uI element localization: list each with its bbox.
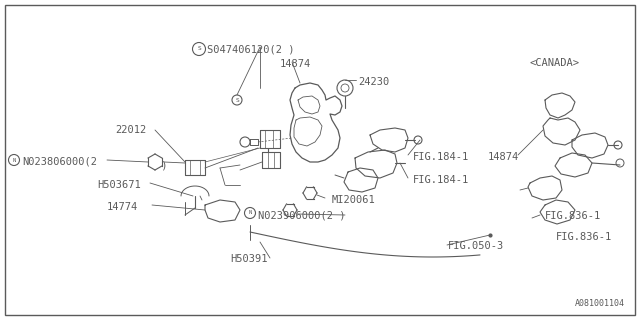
Text: 24230: 24230 <box>358 77 389 87</box>
Text: FIG.836-1: FIG.836-1 <box>556 232 612 242</box>
Text: H50391: H50391 <box>230 254 268 264</box>
Text: 14874: 14874 <box>488 152 519 162</box>
Text: 14874: 14874 <box>280 59 311 69</box>
Text: MI20061: MI20061 <box>332 195 376 205</box>
Text: S: S <box>197 46 201 52</box>
Text: <CANADA>: <CANADA> <box>530 58 580 68</box>
Text: FIG.836-1: FIG.836-1 <box>545 211 601 221</box>
Text: S047406120(2 ): S047406120(2 ) <box>207 44 294 54</box>
Text: N023906000(2 ): N023906000(2 ) <box>258 210 346 220</box>
Text: N: N <box>248 211 252 215</box>
Text: FIG.050-3: FIG.050-3 <box>448 241 504 251</box>
Text: FIG.184-1: FIG.184-1 <box>413 175 469 185</box>
Text: 22012: 22012 <box>115 125 147 135</box>
Text: S: S <box>235 98 239 102</box>
Text: FIG.184-1: FIG.184-1 <box>413 152 469 162</box>
Text: ): ) <box>155 160 168 170</box>
Text: N023806000(2: N023806000(2 <box>22 157 97 167</box>
Text: H503671: H503671 <box>97 180 141 190</box>
Text: N: N <box>12 157 15 163</box>
Text: A081001104: A081001104 <box>575 299 625 308</box>
Text: 14774: 14774 <box>107 202 138 212</box>
